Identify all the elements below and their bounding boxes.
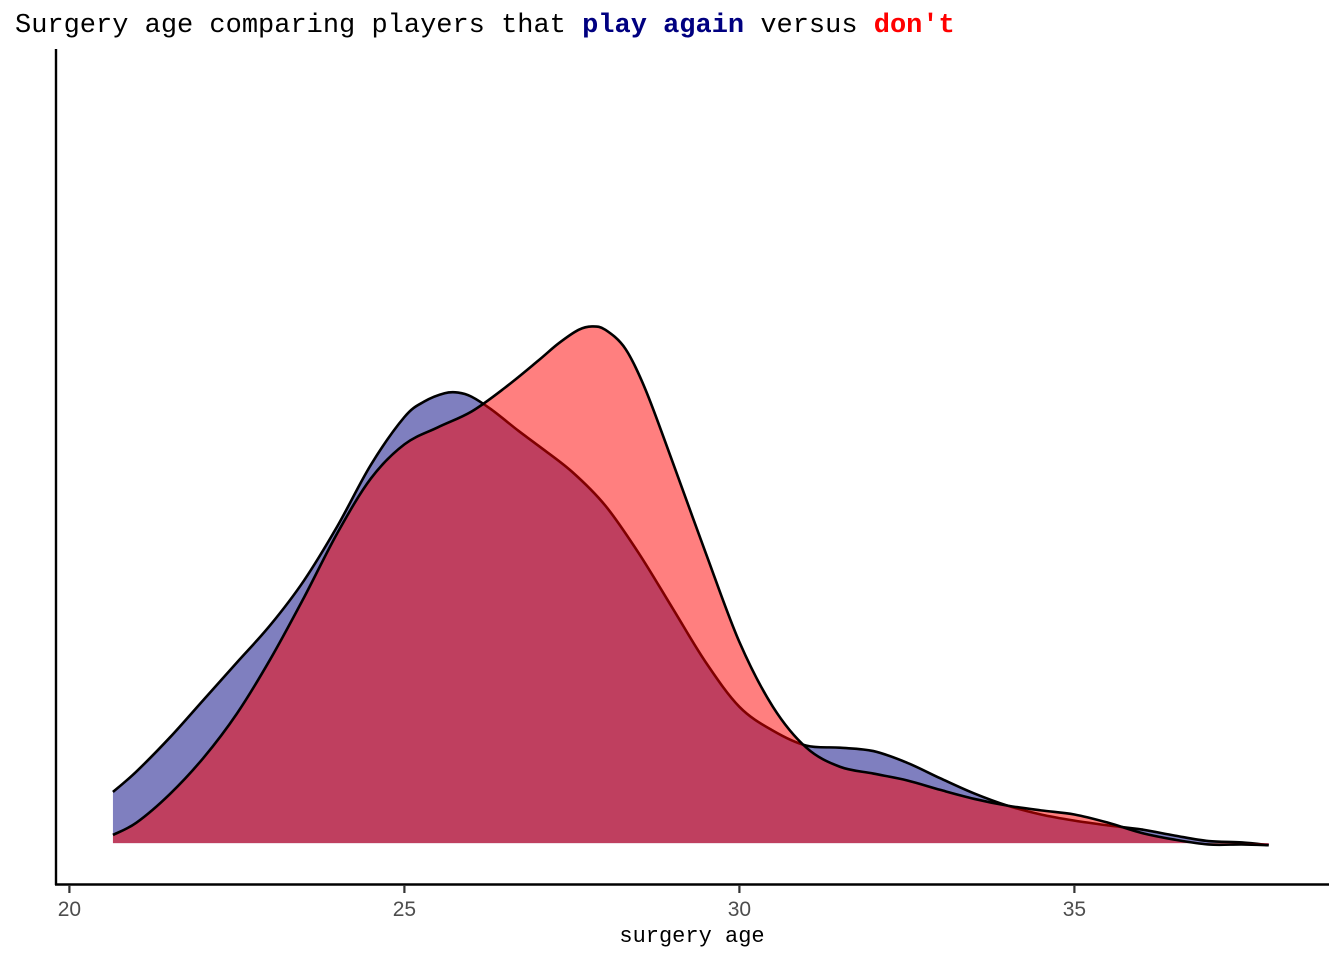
title-dont: don't [874, 11, 955, 41]
x-axis-ticks: 20 25 30 35 [58, 885, 1086, 921]
x-tick-label-35: 35 [1063, 898, 1086, 921]
x-tick-label-25: 25 [393, 898, 416, 921]
plot-area [112, 325, 1269, 847]
density-outline-dont [112, 325, 1269, 847]
chart-title: Surgery age comparing players that play … [15, 11, 955, 41]
title-play-again: play again [582, 11, 744, 41]
x-axis-label: surgery age [619, 924, 764, 949]
title-middle: versus [744, 11, 874, 41]
density-fill-dont [112, 326, 1269, 846]
x-tick-label-20: 20 [58, 898, 81, 921]
x-tick-label-30: 30 [728, 898, 751, 921]
title-prefix: Surgery age comparing players that [15, 11, 582, 41]
